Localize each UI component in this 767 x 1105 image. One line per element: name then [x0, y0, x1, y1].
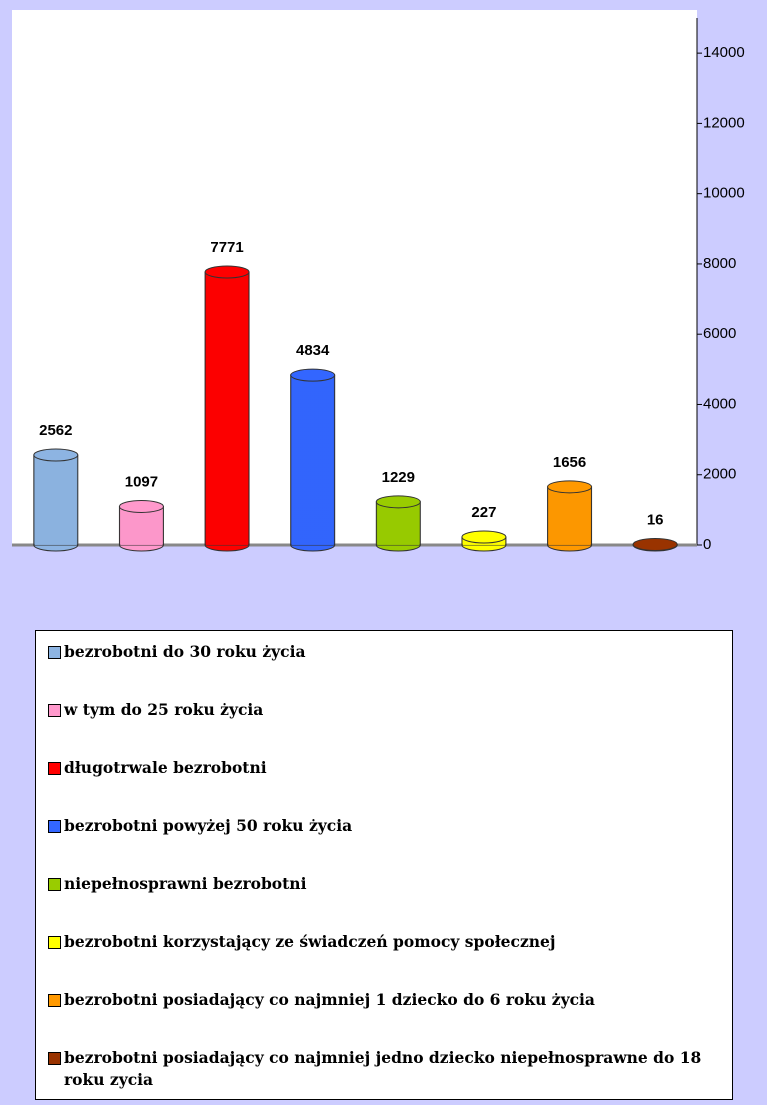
y-tick-label: 4000 — [703, 395, 736, 412]
legend-item: niepełnosprawni bezrobotni — [48, 873, 732, 931]
value-label: 1656 — [553, 454, 586, 471]
legend-label: w tym do 25 roku życia — [64, 700, 264, 719]
bar-fill — [377, 501, 420, 545]
legend-item: bezrobotni posiadający co najmniej 1 dzi… — [48, 989, 732, 1047]
legend-label: niepełnosprawni bezrobotni — [64, 874, 307, 893]
legend-swatch — [48, 820, 61, 833]
legend-swatch — [48, 646, 61, 659]
legend-label: bezrobotni do 30 roku życia — [64, 642, 306, 661]
bar-top — [461, 530, 507, 544]
legend-label: bezrobotni posiadający co najmniej jedno… — [64, 1048, 702, 1089]
legend-label: bezrobotni powyżej 50 roku życia — [64, 816, 353, 835]
bar-top — [33, 448, 79, 462]
bar-top — [290, 368, 336, 382]
legend-item: w tym do 25 roku życia — [48, 699, 732, 757]
plot-area — [12, 10, 697, 545]
legend-item: bezrobotni posiadający co najmniej jedno… — [48, 1047, 732, 1105]
bar-top — [204, 265, 250, 279]
bar-top — [632, 537, 678, 551]
legend-item: bezrobotni korzystający ze świadczeń pom… — [48, 931, 732, 989]
bar-top — [118, 499, 164, 513]
y-tick-label: 6000 — [703, 325, 736, 342]
legend-label: bezrobotni posiadający co najmniej 1 dzi… — [64, 990, 595, 1009]
legend-item: długotrwale bezrobotni — [48, 757, 732, 815]
legend-swatch — [48, 1052, 61, 1065]
value-label: 2562 — [39, 422, 72, 439]
legend-swatch — [48, 994, 61, 1007]
chart: 0 2000 4000 6000 8000 10000 12000 14000 2562 1097… — [12, 10, 745, 553]
value-label: 1097 — [125, 473, 158, 490]
bar-top — [375, 495, 421, 509]
bar-fill — [548, 486, 591, 545]
legend-swatch — [48, 936, 61, 949]
legend-label: bezrobotni korzystający ze świadczeń pom… — [64, 932, 556, 951]
y-tick-label: 14000 — [703, 44, 745, 61]
value-label: 7771 — [210, 239, 243, 256]
bar-fill — [291, 375, 334, 545]
value-label: 16 — [647, 511, 664, 528]
value-label: 4834 — [296, 342, 330, 359]
bar-fill — [206, 271, 249, 545]
legend-swatch — [48, 762, 61, 775]
legend-item: bezrobotni powyżej 50 roku życia — [48, 815, 732, 873]
value-label: 1229 — [382, 469, 415, 486]
y-tick-label: 8000 — [703, 255, 736, 272]
value-label: 227 — [471, 504, 496, 521]
bar-fill — [34, 454, 77, 545]
bar-top — [547, 480, 593, 494]
legend-swatch — [48, 704, 61, 717]
legend-swatch — [48, 878, 61, 891]
y-tick-label: 0 — [703, 536, 711, 553]
y-tick-label: 10000 — [703, 185, 745, 202]
legend-item: bezrobotni do 30 roku życia — [48, 641, 732, 699]
y-tick-label: 2000 — [703, 466, 736, 483]
y-tick-label: 12000 — [703, 114, 745, 131]
legend-label: długotrwale bezrobotni — [64, 758, 267, 777]
legend: bezrobotni do 30 roku życia w tym do 25 r… — [35, 630, 733, 1100]
